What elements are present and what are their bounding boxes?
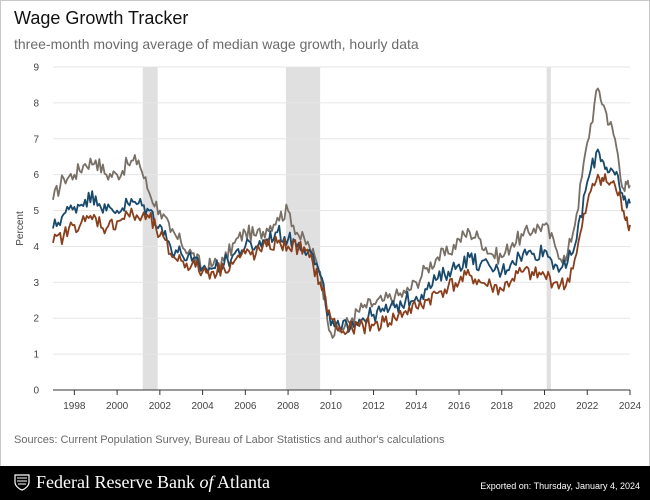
x-tick-label: 2006 [234, 401, 257, 412]
chart-title: Wage Growth Tracker [14, 8, 189, 28]
x-tick-label: 2004 [191, 401, 214, 412]
series-line [52, 148, 631, 333]
x-tick-label: 2016 [448, 401, 471, 412]
x-tick-label: 2020 [533, 401, 556, 412]
recession-band [285, 67, 321, 390]
eagle-icon [14, 474, 30, 491]
x-tick-label: 2014 [405, 401, 428, 412]
recession-bands [142, 67, 551, 390]
footer-bar: Federal Reserve Bank of Atlanta Exported… [0, 466, 650, 500]
x-tick-label: 2018 [491, 401, 514, 412]
y-tick-label: 4 [33, 242, 39, 253]
x-tick-label: 2010 [320, 401, 343, 412]
y-tick-label: 6 [33, 170, 39, 181]
org-logo: Federal Reserve Bank of Atlanta [14, 472, 270, 493]
y-tick-label: 8 [33, 98, 39, 109]
y-tick-label: 7 [33, 134, 39, 145]
x-tick-label: 2024 [619, 401, 642, 412]
org-name-suffix: Atlanta [213, 472, 270, 492]
y-tick-label: 1 [33, 350, 39, 361]
x-tick-label: 2000 [106, 401, 129, 412]
y-tick-label: 2 [33, 314, 39, 325]
org-name-of: of [199, 472, 214, 492]
line-chart: 0 1 2 3 4 5 6 7 8 9 1998 2000 2002 2004 2006 2008 2010 20… [15, 63, 642, 413]
x-tick-label: 2008 [277, 401, 300, 412]
y-tick-label: 9 [33, 63, 39, 74]
sources-note: Sources: Current Population Survey, Bure… [14, 434, 445, 446]
x-tick-label: 2012 [362, 401, 385, 412]
axes: 0 1 2 3 4 5 6 7 8 9 1998 2000 2002 2004 2006 2008 2010 20… [33, 63, 641, 413]
x-tick-label: 2002 [149, 401, 172, 412]
recession-band [142, 67, 158, 390]
series-line [52, 87, 631, 339]
x-tick-label: 2022 [576, 401, 599, 412]
y-tick-label: 5 [33, 206, 39, 217]
series-lines [52, 87, 631, 339]
series-line [52, 173, 631, 335]
gridlines [53, 66, 630, 355]
y-tick-label: 3 [33, 278, 39, 289]
y-axis-label: Percent [15, 211, 26, 246]
chart-subtitle: three-month moving average of median wag… [14, 36, 419, 52]
exported-date: Exported on: Thursday, January 4, 2024 [480, 481, 640, 491]
y-tick-label: 0 [33, 386, 39, 397]
x-tick-label: 1998 [63, 401, 86, 412]
org-name-prefix: Federal Reserve Bank [36, 472, 200, 492]
